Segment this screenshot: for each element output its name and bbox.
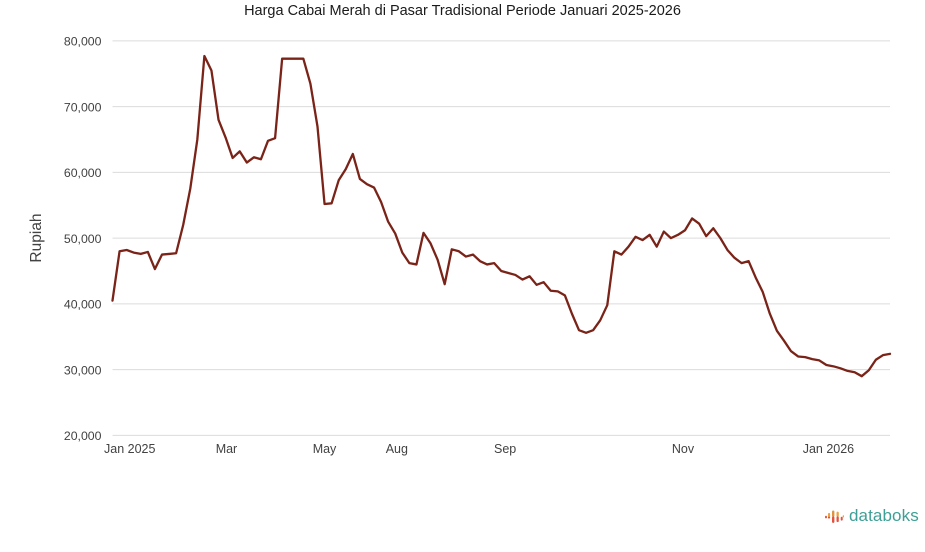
svg-text:50,000: 50,000	[64, 232, 102, 246]
svg-text:Sep: Sep	[494, 442, 516, 456]
svg-text:70,000: 70,000	[64, 100, 102, 114]
svg-text:20,000: 20,000	[64, 429, 102, 443]
svg-text:Jan 2025: Jan 2025	[104, 442, 155, 456]
svg-text:80,000: 80,000	[64, 35, 102, 49]
svg-text:30,000: 30,000	[64, 363, 102, 377]
svg-text:Mar: Mar	[216, 442, 238, 456]
svg-text:Rupiah: Rupiah	[28, 213, 45, 262]
svg-text:60,000: 60,000	[64, 166, 102, 180]
svg-text:Jan 2026: Jan 2026	[803, 442, 854, 456]
svg-text:Nov: Nov	[672, 442, 695, 456]
svg-text:Aug: Aug	[386, 442, 408, 456]
svg-text:40,000: 40,000	[64, 298, 102, 312]
svg-text:May: May	[313, 442, 337, 456]
